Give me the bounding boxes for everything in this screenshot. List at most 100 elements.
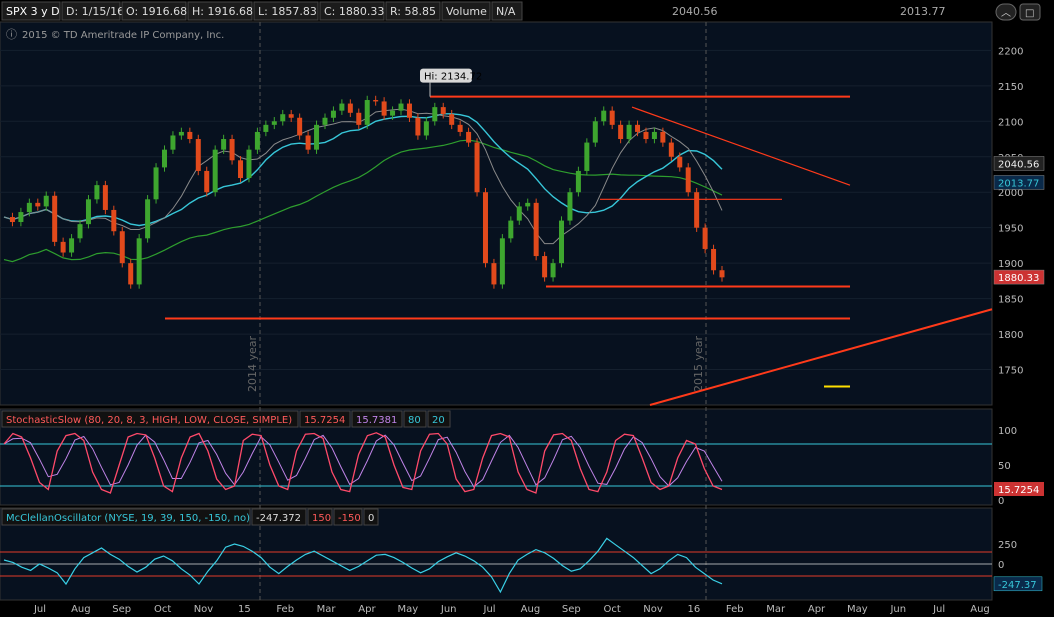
header-box-volume xyxy=(441,1,491,21)
candle-body xyxy=(347,103,353,113)
candle-body xyxy=(423,121,429,136)
candle-body xyxy=(330,110,336,118)
candle-body xyxy=(440,107,446,115)
hi-annotation: Hi: 2134.72 xyxy=(420,68,482,97)
candle-body xyxy=(187,131,193,140)
year-markers: 2014 year 2015 year xyxy=(246,22,707,600)
stochastic-header[interactable]: StochasticSlow (80, 20, 8, 3, HIGH, LOW,… xyxy=(1,410,451,428)
candle-body xyxy=(161,149,167,168)
maximize-button[interactable] xyxy=(1019,3,1041,21)
stochastic-header-box xyxy=(351,410,403,428)
header-symbol: SPX 3 y D xyxy=(6,5,60,18)
stochastic-current-box xyxy=(994,481,1044,496)
x-tick-label: Apr xyxy=(358,604,376,615)
candle-body xyxy=(398,103,404,111)
candle-body xyxy=(305,135,311,150)
x-tick-label: Feb xyxy=(726,604,744,615)
price-label-box xyxy=(993,175,1045,190)
mcclellan-header[interactable]: McClellanOscillator (NYSE, 19, 39, 150, … xyxy=(1,508,379,526)
candle-body xyxy=(702,227,708,249)
candle-body xyxy=(499,238,505,285)
candle-body xyxy=(635,124,641,132)
mcclellan-current-label: -247.37 xyxy=(998,580,1037,591)
copyright: 2015 © TD Ameritrade IP Company, Inc. xyxy=(22,30,224,41)
candle-body xyxy=(415,117,421,136)
stochastic-header-text: 20 xyxy=(432,415,445,426)
stochastic-header-text: StochasticSlow (80, 20, 8, 3, HIGH, LOW,… xyxy=(6,415,292,426)
price-tick-label: 1950 xyxy=(998,224,1023,235)
candle-body xyxy=(592,121,598,143)
price-label: 2013.77 xyxy=(998,178,1039,189)
candle-body xyxy=(618,124,624,140)
stochastic-current-label: 15.7254 xyxy=(998,485,1039,496)
price-tick-label: 2000 xyxy=(998,188,1023,199)
stochastic-header-text: 80 xyxy=(408,415,421,426)
year-marker-label: 2015 year xyxy=(692,335,705,392)
stochastic-header-text: 15.7254 xyxy=(304,415,345,426)
mcclellan-tick-label: 0 xyxy=(998,560,1004,571)
x-tick-label: Mar xyxy=(766,604,786,615)
stochastic-lines xyxy=(0,432,992,494)
candle-body xyxy=(491,263,497,285)
candle-body xyxy=(288,114,294,118)
header-box-close xyxy=(319,1,385,21)
candle-body xyxy=(466,131,472,143)
x-tick-label: Jul xyxy=(483,604,496,615)
price-label-box xyxy=(993,269,1045,285)
candle-body xyxy=(516,206,522,221)
x-tick-label: Apr xyxy=(808,604,826,615)
header-low: L: 1857.83 xyxy=(258,5,317,18)
candle-body xyxy=(567,192,573,221)
x-tick-label: Nov xyxy=(194,604,214,615)
candle-body xyxy=(77,224,83,239)
candle-body xyxy=(533,202,539,257)
candles xyxy=(9,95,725,289)
header-box-low xyxy=(253,1,319,21)
mcclellan-tick-label: 250 xyxy=(998,540,1017,551)
candle-body xyxy=(719,270,725,278)
candle-body xyxy=(102,185,108,210)
price-tick-label: 2200 xyxy=(998,46,1023,57)
stochastic-header-box xyxy=(299,410,351,428)
candle-body xyxy=(195,139,201,171)
candle-body xyxy=(406,103,412,118)
candle-body xyxy=(111,209,117,232)
collapse-button[interactable] xyxy=(995,3,1017,21)
stochastic-tick-label: 0 xyxy=(998,496,1004,507)
price-label-box xyxy=(993,156,1045,171)
candle-body xyxy=(85,199,91,225)
chevron-up-icon: ︿ xyxy=(1001,8,1011,19)
candle-body xyxy=(18,212,24,223)
x-tick-label: Jun xyxy=(440,604,457,615)
info-icon[interactable]: ⓘ xyxy=(6,28,17,41)
mcclellan-header-box xyxy=(307,508,333,526)
candle-body xyxy=(449,114,455,125)
candle-body xyxy=(711,248,717,271)
x-axis: Jul Aug Sep Oct Nov 15 Feb Mar Apr May Jun Jul Aug Se… xyxy=(33,604,990,615)
candle-body xyxy=(550,263,556,278)
price-tick-label: 1800 xyxy=(998,330,1023,341)
trendlines xyxy=(165,95,993,406)
header-box-symbol[interactable] xyxy=(1,1,61,21)
x-tick-label: May xyxy=(847,604,868,615)
stochastic-header-box xyxy=(427,410,451,428)
x-tick-label: Jun xyxy=(889,604,906,615)
candle-body xyxy=(221,139,227,150)
x-tick-label: Jul xyxy=(932,604,945,615)
candle-body xyxy=(43,195,49,207)
stochastic-axis: 100 50 015.7254 xyxy=(994,426,1044,507)
candle-body xyxy=(601,110,607,122)
candle-body xyxy=(677,156,683,168)
candle-body xyxy=(119,231,125,264)
header-box-open xyxy=(121,1,187,21)
x-tick-label: Aug xyxy=(970,604,990,615)
candle-body xyxy=(457,124,463,132)
mcclellan-header-text: 0 xyxy=(368,513,374,524)
mcclellan-header-text: 150 xyxy=(312,513,331,524)
candle-body xyxy=(254,131,260,150)
x-tick-label: 15 xyxy=(238,604,251,615)
candle-body xyxy=(542,256,548,278)
candle-body xyxy=(660,131,666,143)
candle-body xyxy=(204,170,210,193)
stochastic-header-box xyxy=(403,410,427,428)
